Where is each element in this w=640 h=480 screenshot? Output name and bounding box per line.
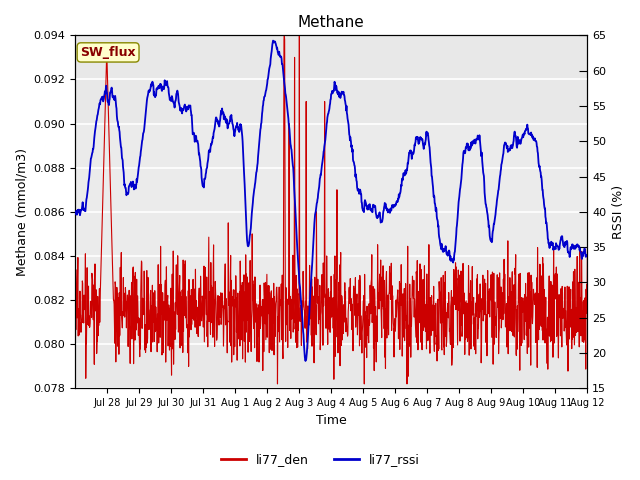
li77_den xyxy=(132,308,140,313)
li77_den xyxy=(289,329,297,335)
li77_den xyxy=(300,300,308,306)
Line: li77_rssi: li77_rssi xyxy=(75,41,588,361)
li77_rssi xyxy=(300,332,307,337)
Bar xyxy=(75,123,588,300)
li77_rssi xyxy=(364,206,371,212)
li77_den xyxy=(584,246,591,252)
Y-axis label: RSSI (%): RSSI (%) xyxy=(612,185,625,239)
li77_den xyxy=(71,316,79,322)
li77_rssi xyxy=(309,244,317,250)
X-axis label: Time: Time xyxy=(316,414,347,427)
Y-axis label: Methane (mmol/m3): Methane (mmol/m3) xyxy=(15,148,28,276)
li77_den xyxy=(309,315,317,321)
li77_den xyxy=(274,381,282,387)
li77_rssi xyxy=(269,38,277,44)
li77_rssi xyxy=(584,252,591,258)
li77_rssi xyxy=(301,358,309,364)
Legend: li77_den, li77_rssi: li77_den, li77_rssi xyxy=(216,448,424,471)
li77_rssi xyxy=(289,163,297,168)
li77_den xyxy=(364,316,371,322)
Text: SW_flux: SW_flux xyxy=(80,46,136,59)
li77_rssi xyxy=(71,210,79,216)
li77_rssi xyxy=(111,94,118,100)
li77_rssi xyxy=(132,186,140,192)
li77_den xyxy=(111,340,118,346)
Line: li77_den: li77_den xyxy=(75,36,588,384)
li77_den xyxy=(280,33,288,38)
Title: Methane: Methane xyxy=(298,15,365,30)
